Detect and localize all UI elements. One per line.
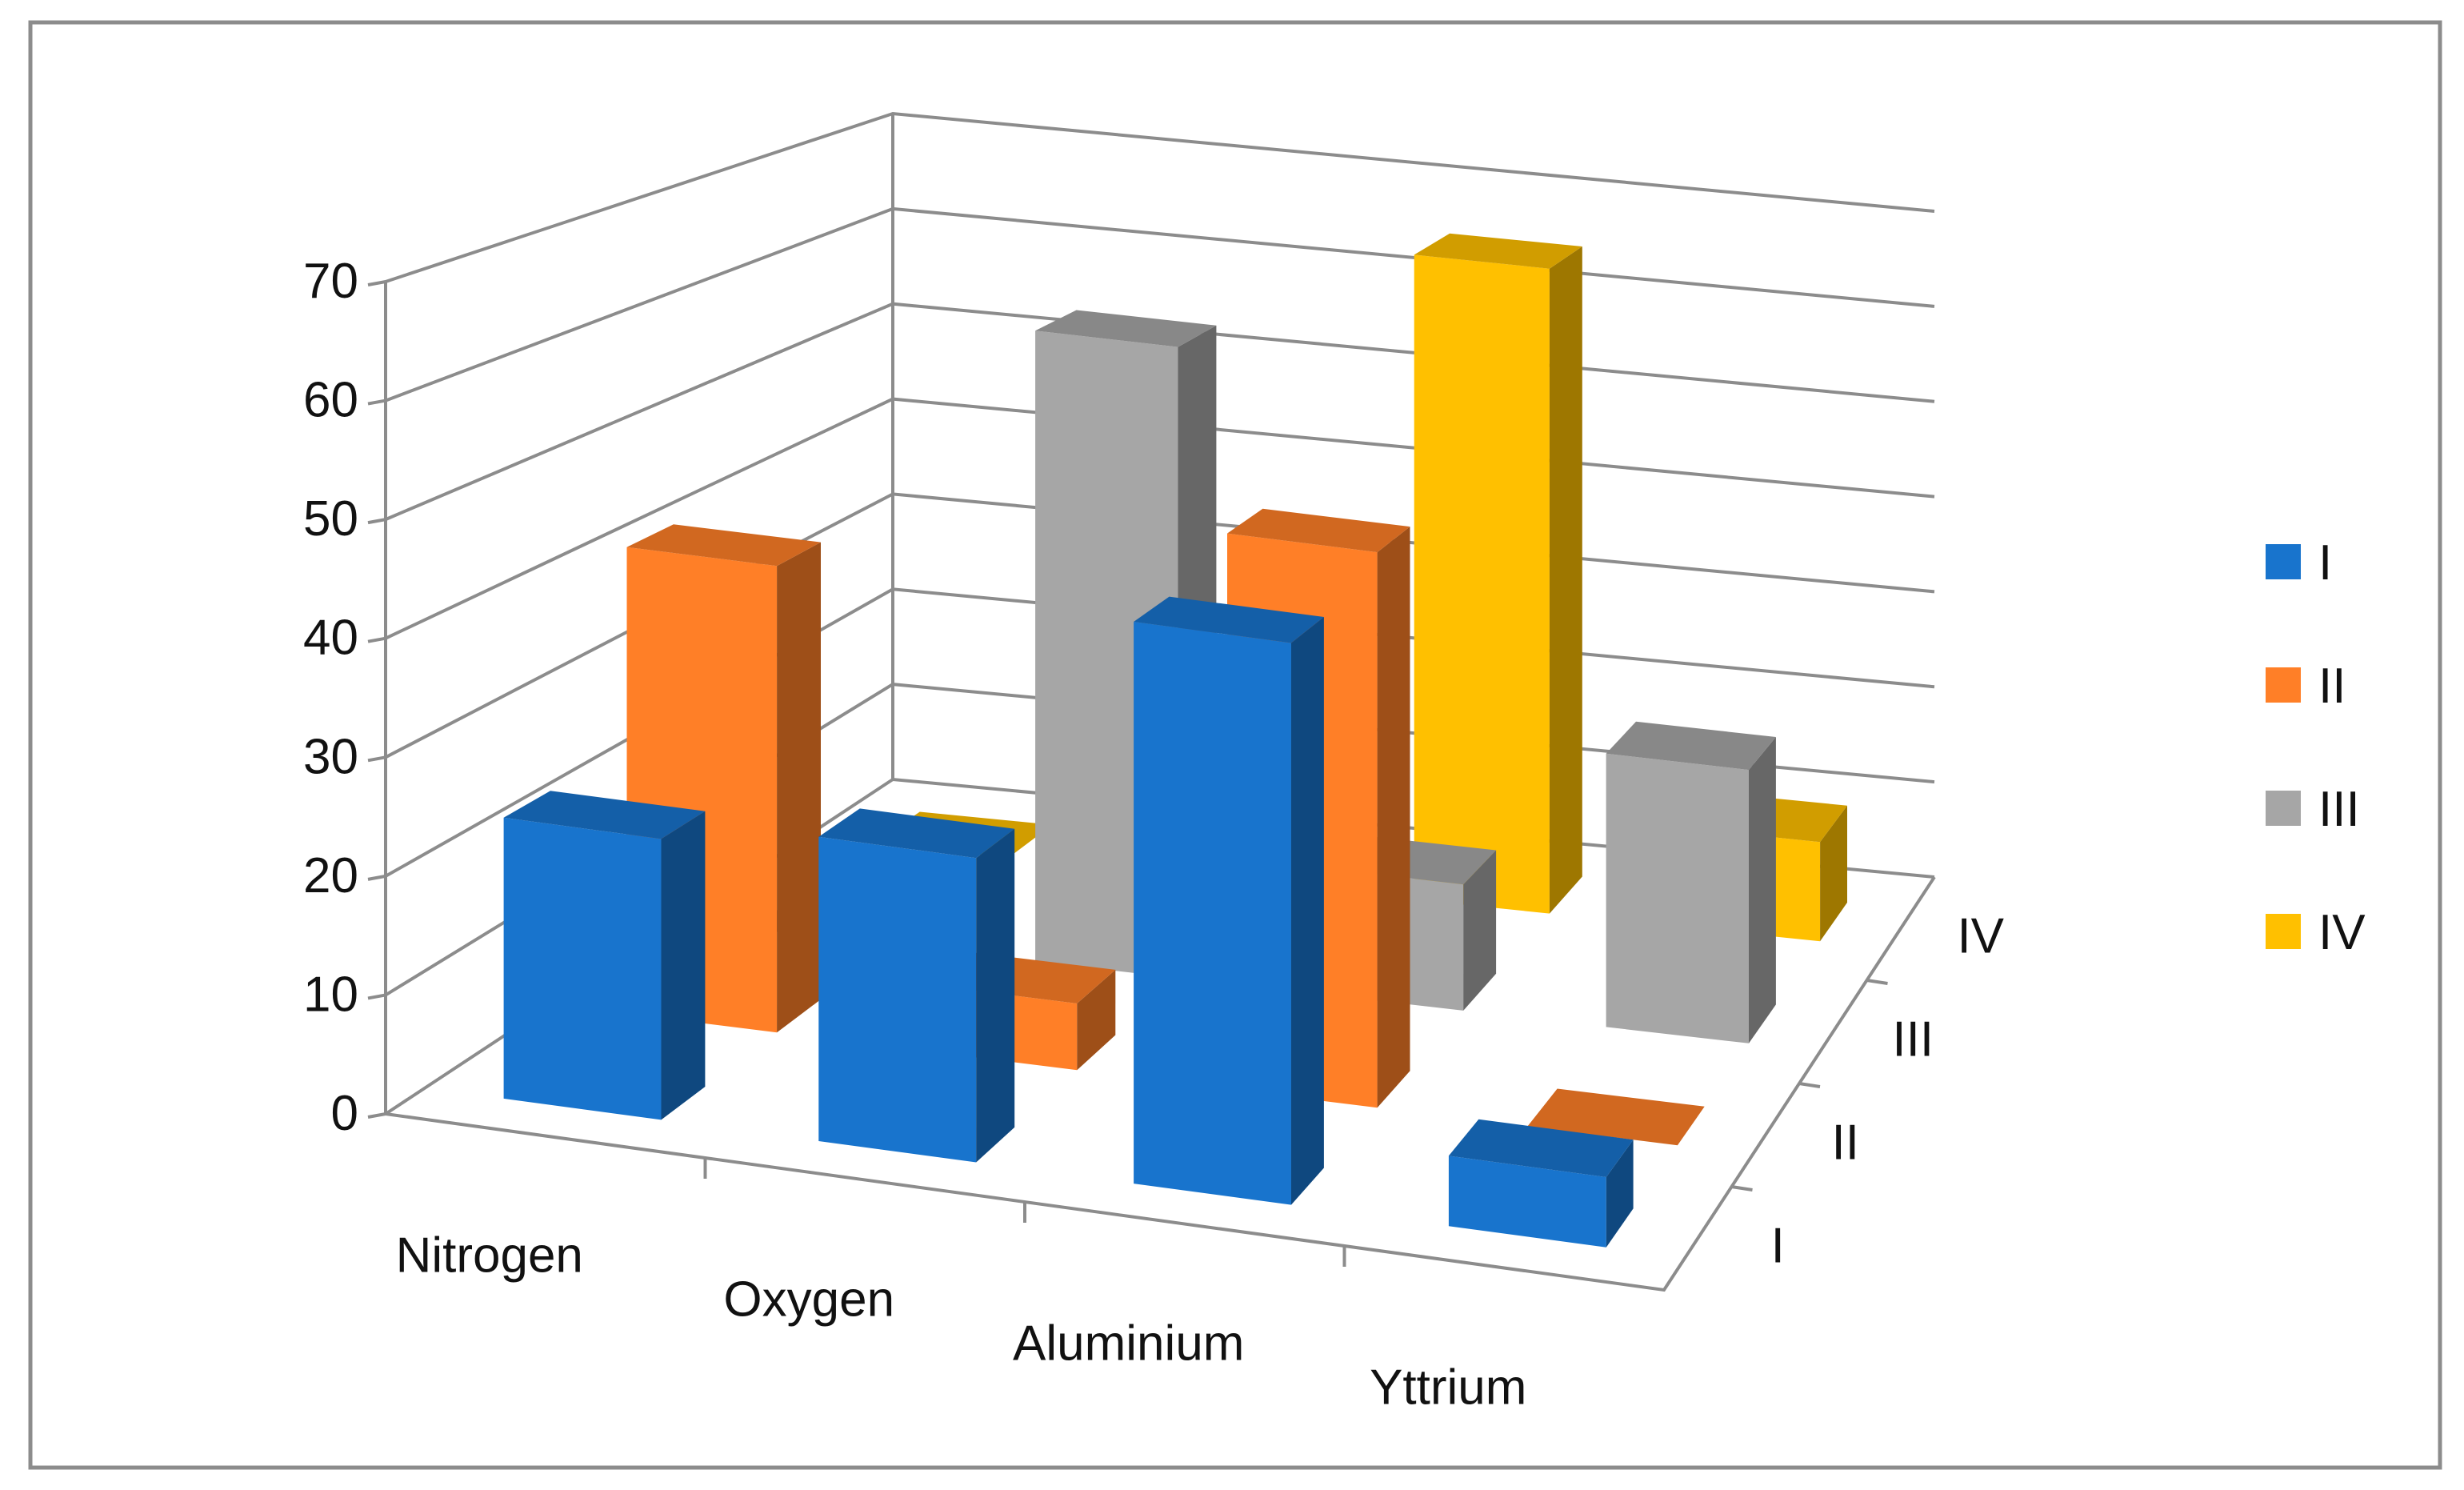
bar-side-face (1549, 246, 1582, 914)
bars (503, 233, 1847, 1248)
y-tick-mark (367, 874, 386, 881)
bar (1527, 1088, 1705, 1146)
depth-label: III (1892, 1012, 1934, 1067)
bar (818, 808, 1015, 1163)
bar-top-face (1448, 1119, 1634, 1177)
y-tick-mark (367, 755, 386, 763)
depth-label: II (1832, 1115, 1859, 1171)
bar-top-face (1227, 508, 1410, 553)
y-tick-label: 70 (303, 254, 358, 309)
bar (1414, 233, 1582, 914)
bar (1606, 721, 1776, 1043)
y-tick-mark (367, 993, 386, 1000)
bar-top-face (1134, 596, 1324, 643)
bar-front-face (1414, 254, 1550, 914)
bar-front-face (818, 836, 977, 1163)
depth-label: IV (1957, 909, 2004, 964)
bar-side-face (1820, 805, 1847, 942)
category-label: Yttrium (1370, 1360, 1526, 1416)
axis-labels: 0 10 20 30 40 50 60 70 Nitrogen Oxygen Aluminium Yt… (303, 254, 2005, 1416)
bar-side-face (976, 828, 1015, 1163)
y-tick-mark (367, 518, 386, 525)
y-tick-label: 50 (303, 491, 358, 547)
bar-top-face (1035, 310, 1217, 347)
bar-side-face (1077, 969, 1116, 1071)
legend-swatch (2266, 667, 2301, 703)
bar-front-face (1134, 622, 1291, 1205)
bar-side-face (661, 811, 706, 1120)
bar-top-face (1414, 233, 1582, 269)
bar-top-face (1527, 1088, 1705, 1146)
depth-tick-mark (1798, 1082, 1821, 1088)
bar-front-face (1448, 1156, 1606, 1248)
bar (1448, 1119, 1634, 1248)
depth-tick-mark (1866, 979, 1888, 985)
legend-label: II (2318, 659, 2346, 714)
legend-label: III (2318, 782, 2360, 837)
y-tick-label: 20 (303, 848, 358, 903)
bar-side-face (1606, 1140, 1634, 1248)
y-tick-mark (367, 636, 386, 643)
legend-swatch (2266, 544, 2301, 579)
bar (503, 791, 706, 1120)
bar-top-face (818, 808, 1015, 859)
bar-top-face (626, 524, 821, 567)
y-tick-label: 60 (303, 373, 358, 428)
bar-side-face (1377, 527, 1410, 1108)
depth-label: I (1771, 1219, 1785, 1274)
y-tick-mark (367, 1112, 386, 1119)
bar-side-face (1291, 617, 1324, 1205)
bar-side-face (1749, 737, 1776, 1043)
legend-swatch (2266, 791, 2301, 826)
legend-item: III (2266, 782, 2360, 837)
legend-label: IV (2318, 905, 2366, 960)
floor-edge (385, 875, 1936, 1292)
y-tick-label: 0 (331, 1086, 358, 1141)
y-tick-label: 30 (303, 729, 358, 784)
y-tick-label: 40 (303, 611, 358, 666)
y-tick-mark (367, 280, 386, 286)
y-tick-mark (367, 399, 386, 406)
category-label: Aluminium (1013, 1316, 1244, 1372)
legend-label: I (2318, 535, 2332, 591)
y-tick-label: 10 (303, 967, 358, 1022)
depth-tick-mark (1731, 1185, 1753, 1192)
bar-front-face (1606, 753, 1749, 1043)
bar-top-face (1606, 721, 1776, 771)
axes (367, 114, 1936, 1292)
legend-item: IV (2266, 905, 2366, 960)
legend-swatch (2266, 914, 2301, 949)
bar-top-face (503, 791, 706, 839)
bar-side-face (777, 542, 821, 1033)
legend-item: I (2266, 535, 2332, 591)
category-label: Oxygen (723, 1272, 894, 1328)
bar (1134, 596, 1324, 1205)
legend-item: II (2266, 659, 2346, 714)
bar-front-face (503, 817, 662, 1120)
bar-side-face (1463, 850, 1497, 1011)
category-label: Nitrogen (396, 1228, 583, 1284)
